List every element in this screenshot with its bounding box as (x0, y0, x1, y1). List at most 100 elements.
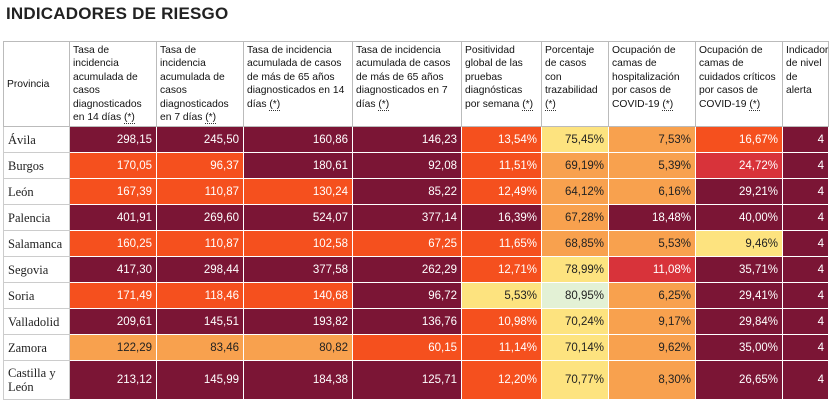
indicator-value-cell: 11,51% (461, 152, 542, 180)
column-header-label: Provincia (7, 78, 50, 90)
indicator-value-cell: 18,48% (608, 204, 696, 232)
alert-level-cell: 4 (782, 204, 829, 232)
indicator-value-cell: 160,25 (69, 230, 157, 258)
alert-level-cell: 4 (782, 308, 829, 336)
indicator-value-cell: 146,23 (352, 126, 462, 154)
indicator-value-cell: 417,30 (69, 256, 157, 284)
indicator-value-cell: 6,16% (608, 178, 696, 206)
indicator-value-cell: 110,87 (156, 230, 244, 258)
indicator-value-cell: 245,50 (156, 126, 244, 154)
indicator-value-cell: 10,98% (461, 308, 542, 336)
alert-level-cell: 4 (782, 126, 829, 154)
indicator-value-cell: 377,14 (352, 204, 462, 232)
province-name: Burgos (3, 152, 70, 180)
table-row: León 167,39 110,87 130,24 85,22 12,49% 64,12% 6… (3, 178, 829, 206)
indicator-value-cell: 160,86 (243, 126, 353, 154)
indicator-value-cell: 262,29 (352, 256, 462, 284)
alert-level-cell: 4 (782, 334, 829, 362)
province-name: Ávila (3, 126, 70, 154)
alert-level-cell: 4 (782, 282, 829, 310)
column-header: Ocupación de camas de hospitalización po… (608, 40, 696, 128)
indicator-value-cell: 13,54% (461, 126, 542, 154)
table-row: Salamanca 160,25 110,87 102,58 67,25 11,65% 68… (3, 230, 829, 258)
methodology-note-link[interactable]: (*) (749, 98, 761, 111)
indicator-value-cell: 35,71% (695, 256, 783, 284)
column-header-label: Tasa de incidencia acumulada de casos di… (160, 45, 229, 124)
indicator-value-cell: 184,38 (243, 360, 353, 401)
indicator-value-cell: 40,00% (695, 204, 783, 232)
alert-level-cell: 4 (782, 178, 829, 206)
indicator-value-cell: 67,28% (541, 204, 609, 232)
alert-level-cell: 4 (782, 360, 829, 401)
indicator-value-cell: 12,20% (461, 360, 542, 401)
column-header-label: Tasa de incidencia acumulada de casos de… (356, 45, 451, 110)
indicator-value-cell: 122,29 (69, 334, 157, 362)
table-row: Valladolid 209,61 145,51 193,82 136,76 10,98%… (3, 308, 829, 336)
province-name: Segovia (3, 256, 70, 284)
indicator-value-cell: 12,49% (461, 178, 542, 206)
province-name: Salamanca (3, 230, 70, 258)
indicator-value-cell: 26,65% (695, 360, 783, 401)
indicator-value-cell: 193,82 (243, 308, 353, 336)
methodology-note-link[interactable]: (*) (522, 98, 534, 111)
table-row: Segovia 417,30 298,44 377,58 262,29 12,71% 78,… (3, 256, 829, 284)
indicator-value-cell: 8,30% (608, 360, 696, 401)
methodology-note-link[interactable]: (*) (205, 112, 217, 125)
table-row: Ávila 298,15 245,50 160,86 146,23 13,54% 75,45… (3, 126, 829, 154)
indicator-value-cell: 24,72% (695, 152, 783, 180)
column-header-label: Indicador de nivel de alerta (786, 45, 829, 97)
indicator-value-cell: 5,39% (608, 152, 696, 180)
table-row: Burgos 170,05 96,37 180,61 92,08 11,51% 69,19%… (3, 152, 829, 180)
indicator-value-cell: 70,14% (541, 334, 609, 362)
indicator-value-cell: 5,53% (608, 230, 696, 258)
table-row: Zamora 122,29 83,46 80,82 60,15 11,14% 70,14% 9… (3, 334, 829, 362)
indicator-value-cell: 92,08 (352, 152, 462, 180)
indicator-value-cell: 11,14% (461, 334, 542, 362)
column-header: Provincia (3, 40, 70, 128)
indicator-value-cell: 9,62% (608, 334, 696, 362)
indicator-value-cell: 96,72 (352, 282, 462, 310)
province-name: Zamora (3, 334, 70, 362)
table-body: Ávila 298,15 245,50 160,86 146,23 13,54% 75,45… (3, 126, 829, 401)
column-header: Indicador de nivel de alerta (782, 40, 829, 128)
table-row: Palencia 401,91 269,60 524,07 377,14 16,39% 67… (3, 204, 829, 232)
column-header-label: Positividad global de las pruebas diagnó… (465, 45, 523, 110)
indicator-value-cell: 64,12% (541, 178, 609, 206)
methodology-note-link[interactable]: (*) (123, 112, 135, 125)
indicator-value-cell: 140,68 (243, 282, 353, 310)
province-name: Castilla y León (3, 360, 70, 401)
alert-level-cell: 4 (782, 152, 829, 180)
column-header-label: Ocupación de camas de hospitalización po… (612, 45, 680, 110)
indicator-value-cell: 269,60 (156, 204, 244, 232)
indicator-value-cell: 145,51 (156, 308, 244, 336)
indicator-value-cell: 102,58 (243, 230, 353, 258)
methodology-note-link[interactable]: (*) (269, 98, 281, 111)
indicator-value-cell: 70,24% (541, 308, 609, 336)
indicator-value-cell: 110,87 (156, 178, 244, 206)
alert-level-cell: 4 (782, 230, 829, 258)
indicator-value-cell: 167,39 (69, 178, 157, 206)
indicator-value-cell: 35,00% (695, 334, 783, 362)
indicator-value-cell: 11,65% (461, 230, 542, 258)
methodology-note-link[interactable]: (*) (378, 98, 390, 111)
methodology-note-link[interactable]: (*) (662, 98, 674, 111)
province-name: Soria (3, 282, 70, 310)
indicator-value-cell: 70,77% (541, 360, 609, 401)
column-header: Tasa de incidencia acumulada de casos de… (243, 40, 353, 128)
indicator-value-cell: 67,25 (352, 230, 462, 258)
table-row: Soria 171,49 118,46 140,68 96,72 5,53% 80,95% 6… (3, 282, 829, 310)
indicator-value-cell: 130,24 (243, 178, 353, 206)
column-header-label: Porcentaje de casos con trazabilidad (545, 45, 598, 97)
column-header: Tasa de incidencia acumulada de casos di… (69, 40, 157, 128)
indicator-value-cell: 213,12 (69, 360, 157, 401)
column-header: Porcentaje de casos con trazabilidad (*) (541, 40, 609, 128)
column-header: Ocupación de camas de cuidados críticos … (695, 40, 783, 128)
indicator-value-cell: 69,19% (541, 152, 609, 180)
indicator-value-cell: 11,08% (608, 256, 696, 284)
column-header: Tasa de incidencia acumulada de casos di… (156, 40, 244, 128)
indicator-value-cell: 524,07 (243, 204, 353, 232)
indicator-value-cell: 12,71% (461, 256, 542, 284)
indicator-value-cell: 68,85% (541, 230, 609, 258)
methodology-note-link[interactable]: (*) (545, 98, 556, 111)
indicator-value-cell: 75,45% (541, 126, 609, 154)
